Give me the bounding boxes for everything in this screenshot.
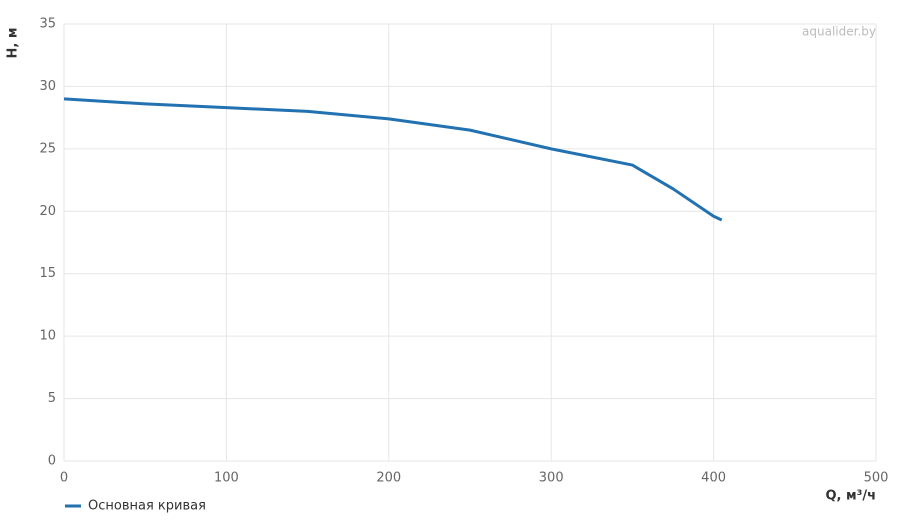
y-tick-label: 25: [39, 141, 56, 156]
x-tick-label: 100: [214, 471, 239, 486]
x-tick-label: 200: [376, 471, 401, 486]
legend-label: Основная кривая: [88, 499, 206, 514]
y-tick-label: 10: [39, 329, 56, 344]
x-tick-label: 500: [864, 471, 889, 486]
y-tick-label: 15: [39, 266, 56, 281]
y-tick-label: 5: [48, 391, 56, 406]
y-tick-label: 20: [39, 204, 56, 219]
watermark: aqualider.by: [802, 25, 876, 39]
y-axis-title: H, м: [6, 28, 21, 59]
x-tick-label: 300: [539, 471, 564, 486]
x-tick-label: 400: [701, 471, 726, 486]
y-tick-label: 0: [48, 454, 56, 469]
line-series: [63, 97, 723, 222]
x-tick-label: 0: [60, 471, 68, 486]
y-tick-label: 35: [39, 17, 56, 32]
y-tick-label: 30: [39, 79, 56, 94]
x-axis-title: Q, м³/ч: [825, 489, 876, 504]
